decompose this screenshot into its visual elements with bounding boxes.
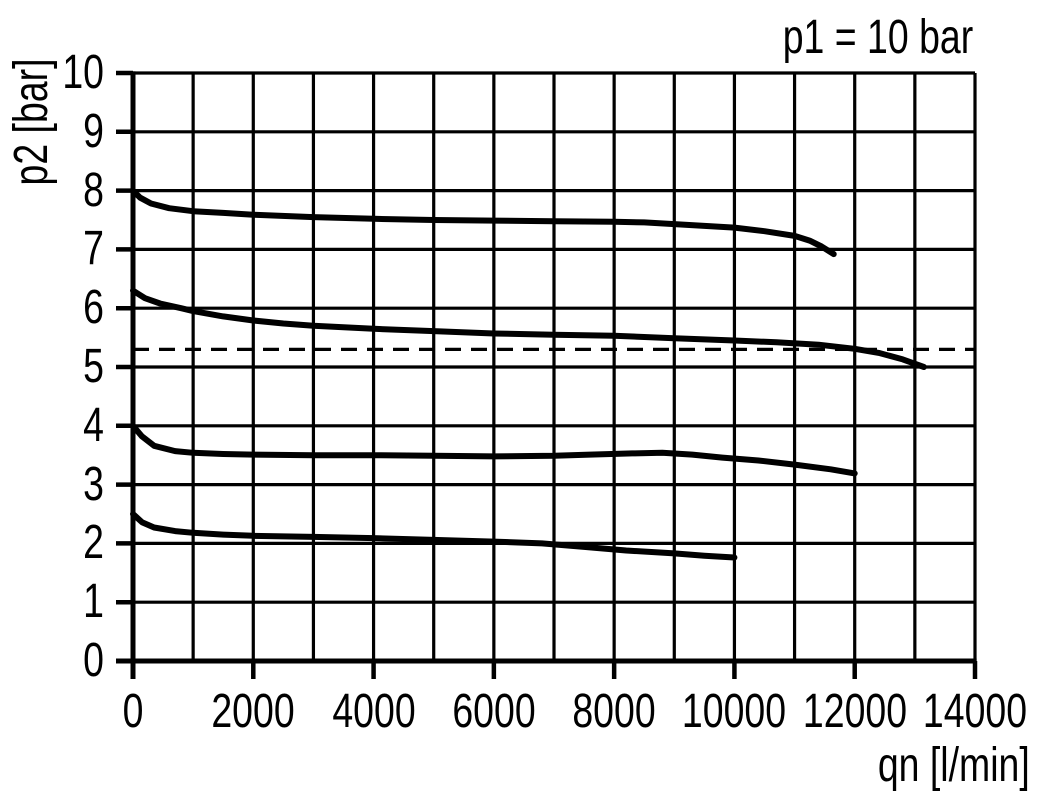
x-tick-label-4000: 4000 (332, 685, 416, 738)
x-tick-label-6000: 6000 (452, 685, 536, 738)
x-tick-label-2000: 2000 (211, 685, 295, 738)
y-tick-label-10: 10 (62, 46, 104, 99)
y-tick-label-3: 3 (83, 458, 104, 511)
chart-title: p1 = 10 bar (782, 11, 973, 64)
x-tick-label-12000: 12000 (802, 685, 908, 738)
y-tick-label-5: 5 (83, 340, 104, 393)
y-tick-label-0: 0 (83, 634, 104, 687)
y-tick-label-4: 4 (83, 399, 104, 452)
y-tick-label-6: 6 (83, 281, 104, 334)
x-axis-label: qn [l/min] (878, 739, 1030, 792)
y-tick-label-7: 7 (83, 222, 104, 275)
x-tick-label-10000: 10000 (681, 685, 787, 738)
curve-1 (130, 187, 837, 258)
curve-2 (130, 287, 927, 370)
x-tick-label-14000: 14000 (922, 685, 1028, 738)
y-tick-label-8: 8 (83, 164, 104, 217)
x-tick-label-8000: 8000 (572, 685, 656, 738)
curve-3 (130, 422, 858, 477)
y-tick-label-1: 1 (83, 575, 104, 628)
y-tick-label-9: 9 (83, 105, 104, 158)
curve-4 (130, 511, 738, 561)
y-tick-label-2: 2 (83, 516, 104, 569)
x-tick-label-0: 0 (122, 685, 144, 738)
